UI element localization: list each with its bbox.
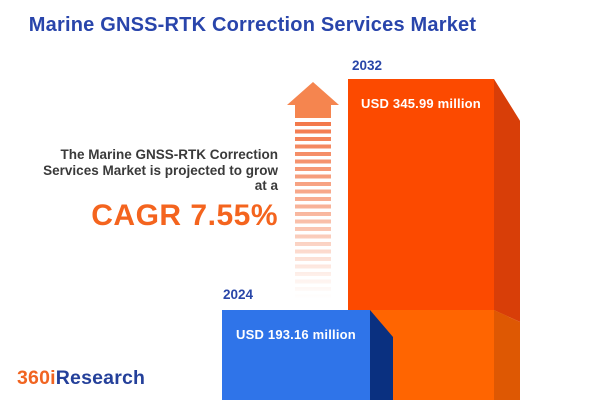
- cagr-value: CAGR 7.55%: [91, 198, 278, 232]
- logo-360i: 360i: [17, 367, 56, 389]
- logo-research: Research: [55, 367, 146, 389]
- bar-2024-value-label: USD 193.16 million: [236, 327, 356, 342]
- insight-line-3: at a: [254, 178, 278, 193]
- bar-2024-front-face: [222, 310, 370, 400]
- page-title: Marine GNSS-RTK Correction Services Mark…: [28, 14, 477, 36]
- arrow-head: [287, 82, 339, 105]
- bar-2024-side-face: [370, 310, 393, 400]
- insight-line-1: The Marine GNSS-RTK Correction: [60, 147, 278, 162]
- bar-2032-year-label: 2032: [352, 58, 383, 73]
- arrow-fade: [294, 122, 332, 299]
- bar-2032-side-face-base: [494, 310, 520, 400]
- bar-2032-side-face-top: [494, 79, 520, 322]
- bar-2032-growth-segment: [348, 79, 494, 310]
- brand-logo: 360iResearch: [17, 367, 145, 390]
- bar-2024-year-label: 2024: [223, 287, 254, 302]
- bar-2032-value-label: USD 345.99 million: [361, 96, 481, 111]
- insight-text: The Marine GNSS-RTK Correction Services …: [0, 147, 278, 231]
- arrow-neck: [295, 104, 331, 118]
- insight-line-2: Services Market is projected to grow: [43, 162, 278, 178]
